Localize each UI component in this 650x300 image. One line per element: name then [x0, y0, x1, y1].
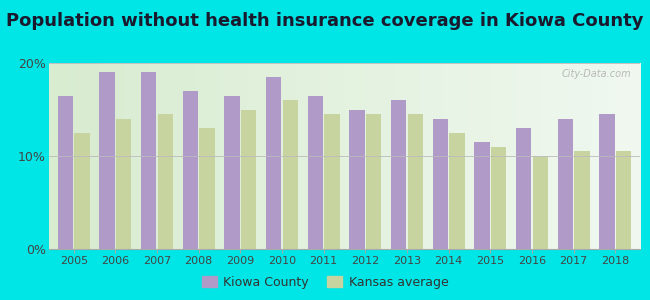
Bar [516, 128, 531, 249]
Bar [283, 100, 298, 249]
Bar [491, 147, 506, 249]
Bar [241, 110, 256, 249]
Bar [366, 114, 382, 249]
Bar [474, 142, 489, 249]
Bar [266, 77, 281, 249]
Bar [99, 72, 115, 249]
Bar [324, 114, 340, 249]
Text: City-Data.com: City-Data.com [562, 69, 631, 79]
Bar [449, 133, 465, 249]
Bar [58, 95, 73, 249]
Text: Population without health insurance coverage in Kiowa County: Population without health insurance cove… [6, 12, 644, 30]
Bar [158, 114, 173, 249]
Bar [408, 114, 423, 249]
Bar [116, 119, 131, 249]
Bar [574, 151, 590, 249]
Bar [224, 95, 240, 249]
Bar [391, 100, 406, 249]
Bar [599, 114, 615, 249]
Bar [433, 119, 448, 249]
Legend: Kiowa County, Kansas average: Kiowa County, Kansas average [197, 271, 453, 294]
Bar [74, 133, 90, 249]
Bar [532, 156, 548, 249]
Bar [141, 72, 157, 249]
Bar [183, 91, 198, 249]
Bar [349, 110, 365, 249]
Bar [616, 151, 631, 249]
Bar [307, 95, 323, 249]
Bar [558, 119, 573, 249]
Bar [200, 128, 214, 249]
